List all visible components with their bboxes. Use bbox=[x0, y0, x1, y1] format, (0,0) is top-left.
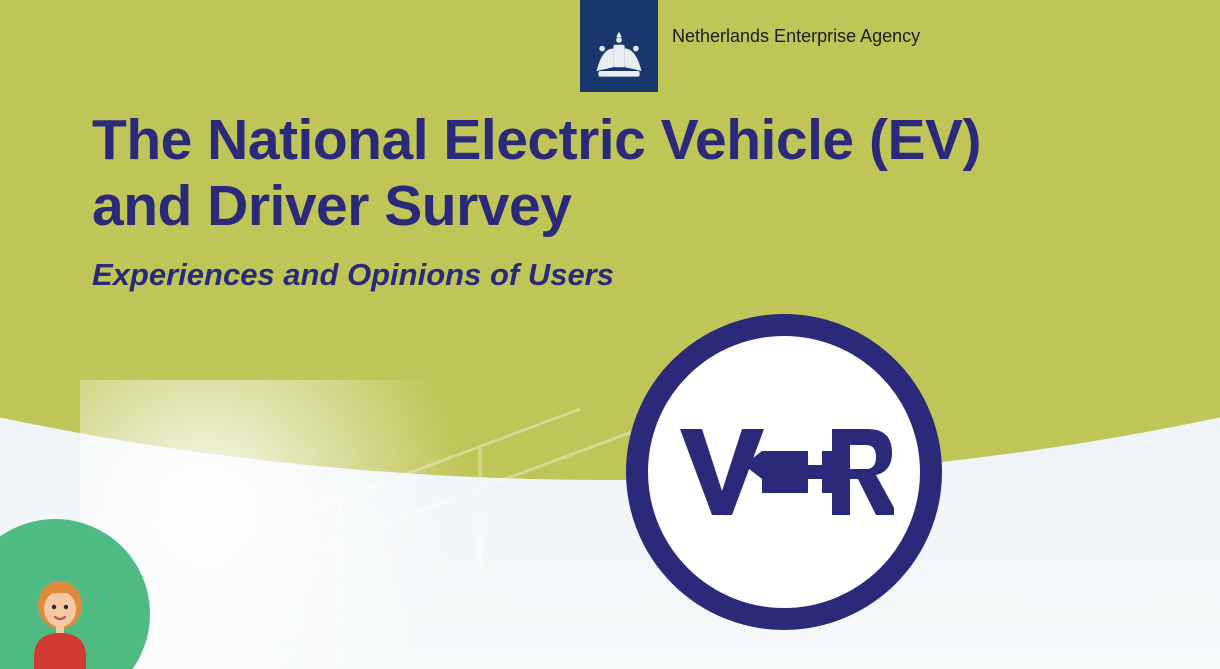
title-block: The National Electric Vehicle (EV) and D… bbox=[92, 108, 981, 293]
document-page: Netherlands Enterprise Agency The Nation… bbox=[0, 0, 1220, 669]
ver-logo-icon bbox=[674, 417, 894, 527]
page-title: The National Electric Vehicle (EV) and D… bbox=[92, 108, 981, 239]
title-line-1: The National Electric Vehicle (EV) bbox=[92, 108, 981, 172]
coat-of-arms-icon bbox=[589, 26, 649, 86]
agency-flag bbox=[580, 0, 658, 92]
person-avatar-icon bbox=[18, 571, 103, 669]
agency-logo-block: Netherlands Enterprise Agency bbox=[580, 0, 920, 92]
agency-name: Netherlands Enterprise Agency bbox=[672, 26, 920, 47]
title-line-2: and Driver Survey bbox=[92, 174, 571, 238]
ver-badge bbox=[626, 314, 942, 630]
page-subtitle: Experiences and Opinions of Users bbox=[92, 257, 981, 293]
ver-badge-content bbox=[626, 314, 942, 630]
